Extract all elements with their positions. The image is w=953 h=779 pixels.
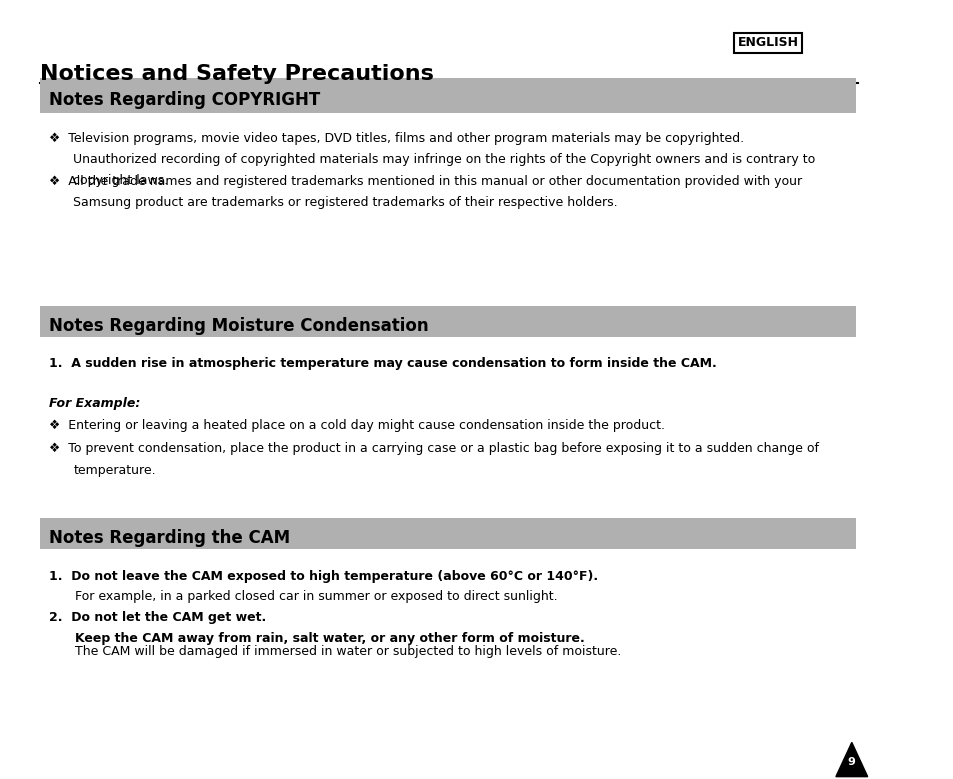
Text: Unauthorized recording of copyrighted materials may infringe on the rights of th: Unauthorized recording of copyrighted ma… bbox=[73, 153, 815, 167]
Text: ❖  All the trade names and registered trademarks mentioned in this manual or oth: ❖ All the trade names and registered tra… bbox=[49, 175, 801, 189]
Text: temperature.: temperature. bbox=[73, 464, 155, 477]
Text: 1.  Do not leave the CAM exposed to high temperature (above 60°C or 140°F).: 1. Do not leave the CAM exposed to high … bbox=[49, 570, 597, 583]
Text: ❖  Entering or leaving a heated place on a cold day might cause condensation ins: ❖ Entering or leaving a heated place on … bbox=[49, 419, 664, 432]
Text: For example, in a parked closed car in summer or exposed to direct sunlight.: For example, in a parked closed car in s… bbox=[75, 590, 558, 603]
Bar bbox=[40, 306, 855, 337]
Text: 2.  Do not let the CAM get wet.: 2. Do not let the CAM get wet. bbox=[49, 611, 266, 624]
Text: 9: 9 bbox=[847, 757, 855, 767]
Polygon shape bbox=[835, 742, 867, 777]
Text: For Example:: For Example: bbox=[49, 397, 140, 411]
Text: copyright laws.: copyright laws. bbox=[73, 174, 169, 188]
Text: Notes Regarding the CAM: Notes Regarding the CAM bbox=[49, 528, 290, 547]
Text: ❖  Television programs, movie video tapes, DVD titles, films and other program m: ❖ Television programs, movie video tapes… bbox=[49, 132, 743, 146]
Bar bbox=[40, 78, 855, 113]
Text: Notices and Safety Precautions: Notices and Safety Precautions bbox=[40, 64, 434, 84]
Text: Keep the CAM away from rain, salt water, or any other form of moisture.: Keep the CAM away from rain, salt water,… bbox=[75, 632, 584, 645]
Text: The CAM will be damaged if immersed in water or subjected to high levels of mois: The CAM will be damaged if immersed in w… bbox=[75, 645, 620, 658]
Text: Samsung product are trademarks or registered trademarks of their respective hold: Samsung product are trademarks or regist… bbox=[73, 196, 618, 210]
Text: Notes Regarding Moisture Condensation: Notes Regarding Moisture Condensation bbox=[49, 316, 428, 335]
Bar bbox=[40, 518, 855, 549]
Text: Notes Regarding COPYRIGHT: Notes Regarding COPYRIGHT bbox=[49, 90, 319, 109]
Text: 1.  A sudden rise in atmospheric temperature may cause condensation to form insi: 1. A sudden rise in atmospheric temperat… bbox=[49, 357, 716, 370]
Text: ❖  To prevent condensation, place the product in a carrying case or a plastic ba: ❖ To prevent condensation, place the pro… bbox=[49, 442, 818, 456]
Text: ENGLISH: ENGLISH bbox=[737, 37, 798, 49]
